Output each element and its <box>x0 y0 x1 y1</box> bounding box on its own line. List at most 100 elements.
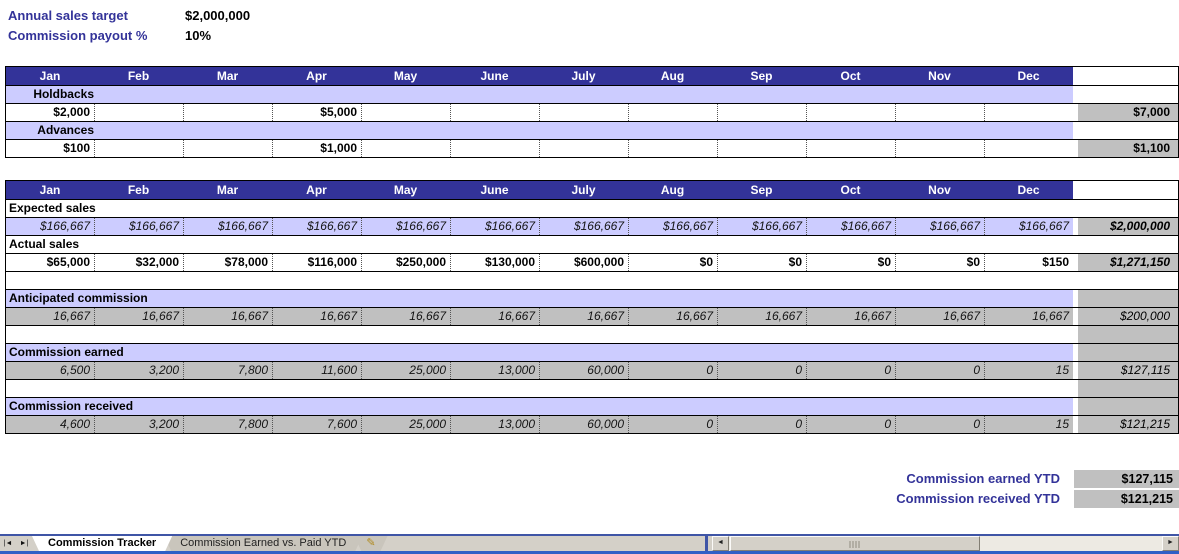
expected-sales-cell[interactable]: $166,667 <box>806 218 895 235</box>
actual-sales-cell[interactable]: $130,000 <box>450 254 539 271</box>
commission-received-cell[interactable]: 4,600 <box>6 416 94 433</box>
anticipated-commission-cell[interactable]: 16,667 <box>539 308 628 325</box>
sheet-tab-extra[interactable]: ✎ <box>354 536 387 551</box>
anticipated-commission-cell[interactable]: 16,667 <box>361 308 450 325</box>
holdbacks-cell[interactable] <box>984 104 1073 121</box>
holdbacks-cell[interactable] <box>806 104 895 121</box>
actual-sales-cell[interactable]: $150 <box>984 254 1073 271</box>
expected-sales-total-cell[interactable]: $2,000,000 <box>1078 218 1178 235</box>
hscroll-right-button[interactable]: ► <box>1162 536 1179 551</box>
anticipated-commission-cell[interactable]: 16,667 <box>895 308 984 325</box>
advances-total-cell[interactable]: $1,100 <box>1078 140 1178 157</box>
holdbacks-cell[interactable] <box>717 104 806 121</box>
commission-earned-cell[interactable]: 0 <box>895 362 984 379</box>
actual-sales-cell[interactable]: $250,000 <box>361 254 450 271</box>
sheet-tab-commission-tracker[interactable]: Commission Tracker <box>32 536 172 551</box>
anticipated-commission-cell[interactable]: 16,667 <box>984 308 1073 325</box>
advances-cell[interactable] <box>806 140 895 157</box>
tab-split-handle[interactable] <box>705 536 708 551</box>
actual-sales-cell[interactable]: $32,000 <box>94 254 183 271</box>
holdbacks-cell[interactable] <box>628 104 717 121</box>
sheet-tab-commission-earned-vs-paid-ytd[interactable]: Commission Earned vs. Paid YTD <box>164 536 362 551</box>
anticipated-commission-cell[interactable]: 16,667 <box>806 308 895 325</box>
holdbacks-cell[interactable]: $2,000 <box>53 105 90 119</box>
holdbacks-cell[interactable] <box>183 104 272 121</box>
expected-sales-cell[interactable]: $166,667 <box>361 218 450 235</box>
hscrollbar-thumb[interactable] <box>730 536 980 551</box>
expected-sales-cell[interactable]: $166,667 <box>984 218 1073 235</box>
commission-received-cell[interactable]: 0 <box>806 416 895 433</box>
advances-cell[interactable] <box>539 140 628 157</box>
advances-cell[interactable] <box>94 140 183 157</box>
commission-received-cell[interactable]: 0 <box>628 416 717 433</box>
commission-payout-value[interactable]: 10% <box>185 28 212 43</box>
actual-sales-cell[interactable]: $78,000 <box>183 254 272 271</box>
expected-sales-cell[interactable]: $166,667 <box>717 218 806 235</box>
actual-sales-total-cell[interactable]: $1,271,150 <box>1078 254 1178 271</box>
advances-cell[interactable] <box>183 140 272 157</box>
last-sheet-button[interactable]: ►| <box>19 540 29 547</box>
commission-received-cell[interactable]: 15 <box>984 416 1073 433</box>
actual-sales-cell[interactable]: $0 <box>895 254 984 271</box>
expected-sales-cell[interactable]: $166,667 <box>628 218 717 235</box>
advances-cell[interactable]: $100 <box>63 141 90 155</box>
anticipated-commission-cell[interactable]: 16,667 <box>94 308 183 325</box>
expected-sales-cell[interactable]: $166,667 <box>6 218 94 235</box>
actual-sales-cell[interactable]: $65,000 <box>46 255 90 269</box>
expected-sales-cell[interactable]: $166,667 <box>895 218 984 235</box>
actual-sales-cell[interactable]: $600,000 <box>539 254 628 271</box>
holdbacks-cell[interactable] <box>450 104 539 121</box>
advances-cell[interactable]: $1,000 <box>272 140 361 157</box>
commission-received-cell[interactable]: 3,200 <box>94 416 183 433</box>
holdbacks-cell[interactable] <box>539 104 628 121</box>
actual-sales-cell[interactable]: $0 <box>717 254 806 271</box>
commission-received-total-cell[interactable]: $121,215 <box>1078 416 1178 433</box>
commission-earned-cell[interactable]: 15 <box>984 362 1073 379</box>
actual-sales-cell[interactable]: $0 <box>806 254 895 271</box>
anticipated-commission-cell[interactable]: 16,667 <box>183 308 272 325</box>
annual-sales-target-value[interactable]: $2,000,000 <box>185 8 251 23</box>
expected-sales-cell[interactable]: $166,667 <box>450 218 539 235</box>
advances-cell[interactable] <box>895 140 984 157</box>
anticipated-commission-cell[interactable]: 16,667 <box>450 308 539 325</box>
expected-sales-cell[interactable]: $166,667 <box>183 218 272 235</box>
commission-received-cell[interactable]: 7,800 <box>183 416 272 433</box>
advances-cell[interactable] <box>450 140 539 157</box>
commission-received-cell[interactable]: 13,000 <box>450 416 539 433</box>
commission-received-cell[interactable]: 0 <box>717 416 806 433</box>
commission-received-cell[interactable]: 60,000 <box>539 416 628 433</box>
commission-earned-cell[interactable]: 25,000 <box>361 362 450 379</box>
advances-cell[interactable] <box>361 140 450 157</box>
commission-earned-cell[interactable]: 0 <box>717 362 806 379</box>
anticipated-commission-cell[interactable]: 16,667 <box>272 308 361 325</box>
commission-received-cell[interactable]: 7,600 <box>272 416 361 433</box>
commission-received-cell[interactable]: 0 <box>895 416 984 433</box>
commission-earned-cell[interactable]: 0 <box>806 362 895 379</box>
holdbacks-cell[interactable]: $5,000 <box>272 104 361 121</box>
holdbacks-cell[interactable] <box>895 104 984 121</box>
holdbacks-cell[interactable] <box>361 104 450 121</box>
expected-sales-cell[interactable]: $166,667 <box>272 218 361 235</box>
advances-cell[interactable] <box>984 140 1073 157</box>
advances-cell[interactable] <box>717 140 806 157</box>
first-sheet-button[interactable]: |◄ <box>3 540 13 547</box>
hscroll-left-button[interactable]: ◄ <box>712 536 729 551</box>
anticipated-commission-cell[interactable]: 16,667 <box>628 308 717 325</box>
actual-sales-cell[interactable]: $116,000 <box>272 254 361 271</box>
expected-sales-cell[interactable]: $166,667 <box>539 218 628 235</box>
commission-earned-cell[interactable]: 11,600 <box>272 362 361 379</box>
commission-received-ytd-value[interactable]: $121,215 <box>1074 490 1179 508</box>
commission-earned-cell[interactable]: 3,200 <box>94 362 183 379</box>
advances-cell[interactable] <box>628 140 717 157</box>
commission-received-cell[interactable]: 25,000 <box>361 416 450 433</box>
hscrollbar-track[interactable] <box>729 536 1162 551</box>
holdbacks-cell[interactable] <box>94 104 183 121</box>
commission-earned-cell[interactable]: 6,500 <box>6 362 94 379</box>
commission-earned-cell[interactable]: 0 <box>628 362 717 379</box>
anticipated-commission-total-cell[interactable]: $200,000 <box>1078 308 1178 325</box>
expected-sales-cell[interactable]: $166,667 <box>94 218 183 235</box>
actual-sales-cell[interactable]: $0 <box>628 254 717 271</box>
commission-earned-total-cell[interactable]: $127,115 <box>1078 362 1178 379</box>
commission-earned-cell[interactable]: 7,800 <box>183 362 272 379</box>
commission-earned-cell[interactable]: 60,000 <box>539 362 628 379</box>
